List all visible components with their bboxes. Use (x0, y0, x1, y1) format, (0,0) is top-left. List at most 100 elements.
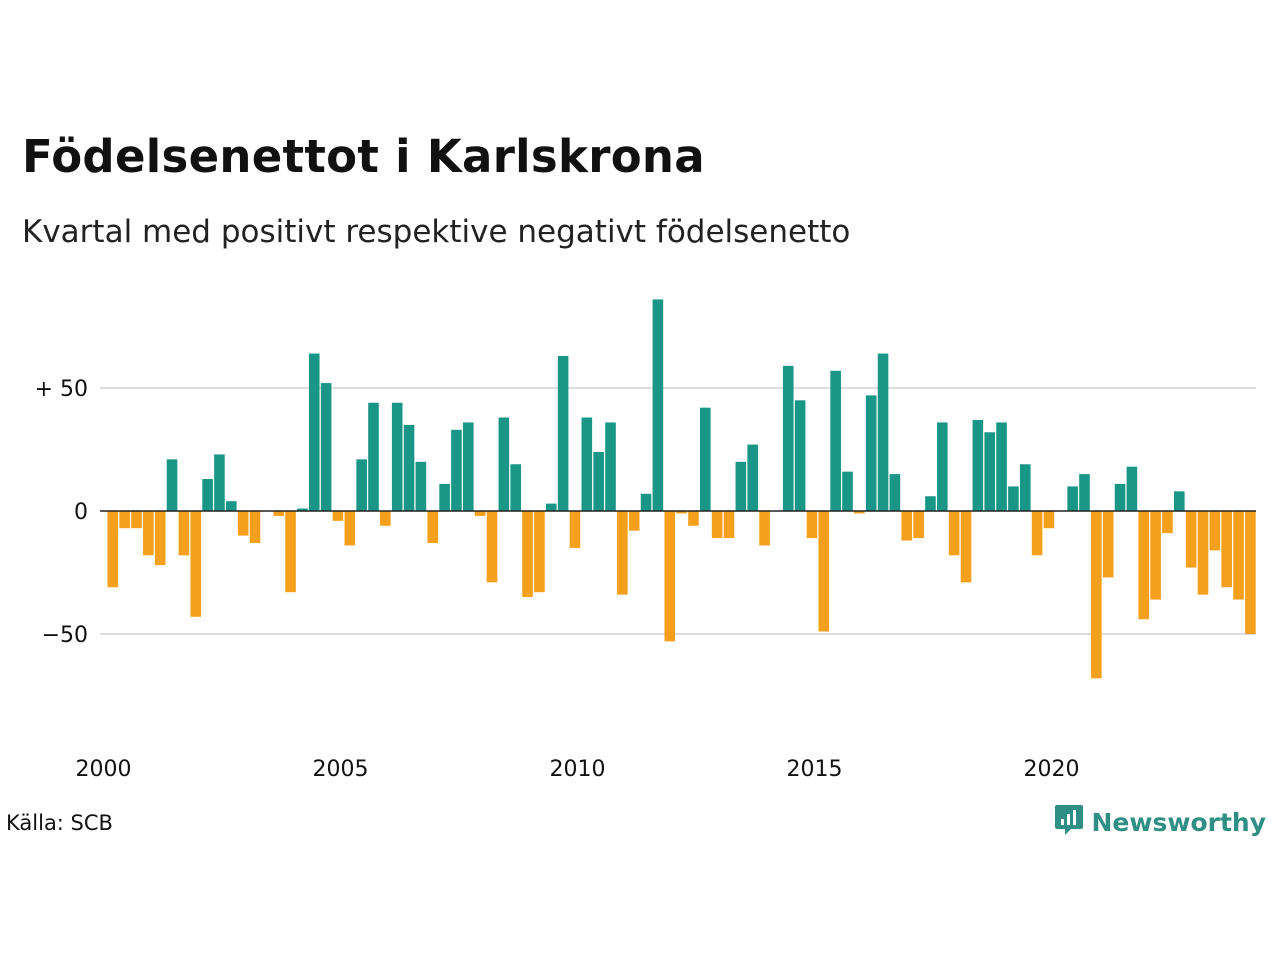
bar-positive (166, 459, 178, 511)
y-tick-label: −50 (42, 623, 88, 648)
bar-negative (711, 511, 723, 539)
bar-positive (308, 353, 320, 511)
bar-negative (1138, 511, 1150, 620)
bar-positive (320, 383, 332, 511)
bar-negative (1150, 511, 1161, 600)
bar-positive (368, 402, 379, 511)
bar-positive (356, 459, 367, 511)
bar-negative (427, 511, 439, 543)
bar-negative (759, 511, 770, 546)
bar-negative (1102, 511, 1114, 578)
bar-positive (877, 353, 889, 511)
bar-positive (925, 496, 936, 511)
bar-positive (463, 422, 474, 511)
bar-positive (972, 419, 984, 511)
bar-positive (202, 479, 213, 511)
bar-negative (190, 511, 202, 617)
y-tick-label: + 50 (35, 377, 88, 402)
bar-positive (1019, 464, 1031, 511)
bar-negative (1245, 511, 1256, 634)
bar-chart: + 50 0 −50 2000 2005 2010 2015 2020 (35, 299, 1256, 782)
bar-positive (794, 400, 806, 511)
bar-positive (1067, 486, 1078, 511)
gridlines (100, 387, 1256, 635)
bar-negative (119, 511, 130, 529)
bar-positive (1126, 466, 1138, 511)
bar-positive (297, 508, 308, 511)
bar-negative (948, 511, 960, 556)
bar-positive (1114, 483, 1126, 511)
bar-negative (1233, 511, 1244, 600)
bar-positive (451, 429, 462, 511)
bar-negative (273, 511, 284, 516)
bar-negative (474, 511, 486, 516)
bar-negative (143, 511, 154, 556)
bar-positive (865, 395, 877, 511)
bar-negative (960, 511, 972, 583)
bar-positive (605, 422, 616, 511)
bar-positive (1079, 474, 1090, 511)
bar-negative (628, 511, 640, 531)
bar-positive (581, 417, 593, 511)
bar-negative (131, 511, 142, 529)
bar-positive (593, 451, 604, 511)
bar-negative (1031, 511, 1043, 556)
bar-negative (676, 511, 687, 514)
bar-negative (285, 511, 296, 593)
bar-positive (830, 370, 841, 511)
bar-positive (700, 407, 711, 511)
bar-negative (178, 511, 190, 556)
bar-negative (154, 511, 166, 566)
bar-negative (1185, 511, 1197, 568)
bars (107, 299, 1256, 679)
x-tick-label: 2015 (787, 757, 843, 782)
bar-negative (1091, 511, 1102, 679)
bar-positive (747, 444, 758, 511)
bar-positive (937, 422, 948, 511)
chart-title: Födelsenettot i Karlskrona (22, 130, 705, 183)
bar-positive (640, 493, 652, 511)
bar-positive (889, 474, 901, 511)
bar-negative (486, 511, 498, 583)
bar-positive (415, 461, 427, 511)
bar-negative (913, 511, 924, 539)
bar-negative (617, 511, 628, 595)
x-tick-label: 2000 (76, 757, 132, 782)
bar-negative (107, 511, 119, 588)
bar-positive (984, 432, 995, 511)
x-tick-label: 2005 (313, 757, 369, 782)
source-note: Källa: SCB (6, 811, 113, 835)
brand-name: Newsworthy (1091, 807, 1267, 837)
bar-positive (214, 454, 225, 511)
bar-negative (249, 511, 261, 543)
bar-negative (688, 511, 699, 526)
bar-positive (782, 365, 794, 511)
x-tick-label: 2010 (550, 757, 606, 782)
bar-negative (1221, 511, 1232, 588)
newsworthy-logo-icon (1054, 803, 1084, 841)
bar-negative (1043, 511, 1055, 529)
bar-positive (557, 356, 569, 511)
bar-negative (806, 511, 818, 539)
bar-positive (226, 501, 237, 511)
bar-negative (854, 511, 865, 514)
bar-negative (534, 511, 545, 593)
bar-negative (901, 511, 913, 541)
bar-positive (652, 299, 664, 511)
bar-positive (439, 483, 450, 511)
bar-positive (403, 424, 415, 511)
bar-positive (391, 402, 403, 511)
bar-positive (842, 471, 853, 511)
brand[interactable]: Newsworthy (1054, 803, 1267, 841)
bar-positive (510, 464, 521, 511)
bar-negative (569, 511, 581, 548)
chart-subtitle: Kvartal med positivt respektive negativt… (22, 214, 851, 250)
bar-negative (332, 511, 344, 521)
bar-negative (818, 511, 830, 632)
bar-negative (1197, 511, 1209, 595)
bar-positive (498, 417, 510, 511)
bar-negative (522, 511, 533, 598)
bar-positive (545, 503, 557, 511)
bar-positive (996, 422, 1007, 511)
y-tick-label: 0 (74, 500, 88, 525)
